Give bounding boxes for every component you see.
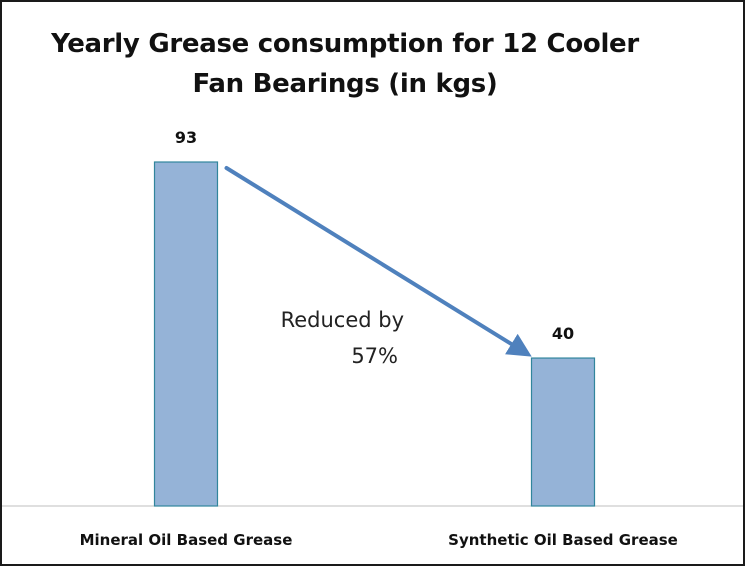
data-label-mineral-oil: 93 bbox=[175, 128, 197, 147]
chart-title-line-1: Yearly Grease consumption for 12 Cooler bbox=[51, 29, 639, 59]
annotation-line-1: Reduced by bbox=[280, 308, 404, 332]
bar-mineral-oil bbox=[153, 161, 219, 507]
annotation-line-2: 57% bbox=[351, 344, 398, 368]
chart-title-line-2: Fan Bearings (in kgs) bbox=[192, 69, 498, 99]
bar-synthetic-oil bbox=[530, 357, 596, 507]
x-tick-label-synthetic-oil: Synthetic Oil Based Grease bbox=[448, 531, 678, 549]
chart-title: Yearly Grease consumption for 12 Cooler … bbox=[2, 24, 688, 104]
reduction-arrow bbox=[224, 166, 532, 357]
reduction-annotation: Reduced by 57% bbox=[238, 290, 416, 386]
x-tick-label-mineral-oil: Mineral Oil Based Grease bbox=[80, 531, 293, 549]
data-label-synthetic-oil: 40 bbox=[552, 324, 574, 343]
